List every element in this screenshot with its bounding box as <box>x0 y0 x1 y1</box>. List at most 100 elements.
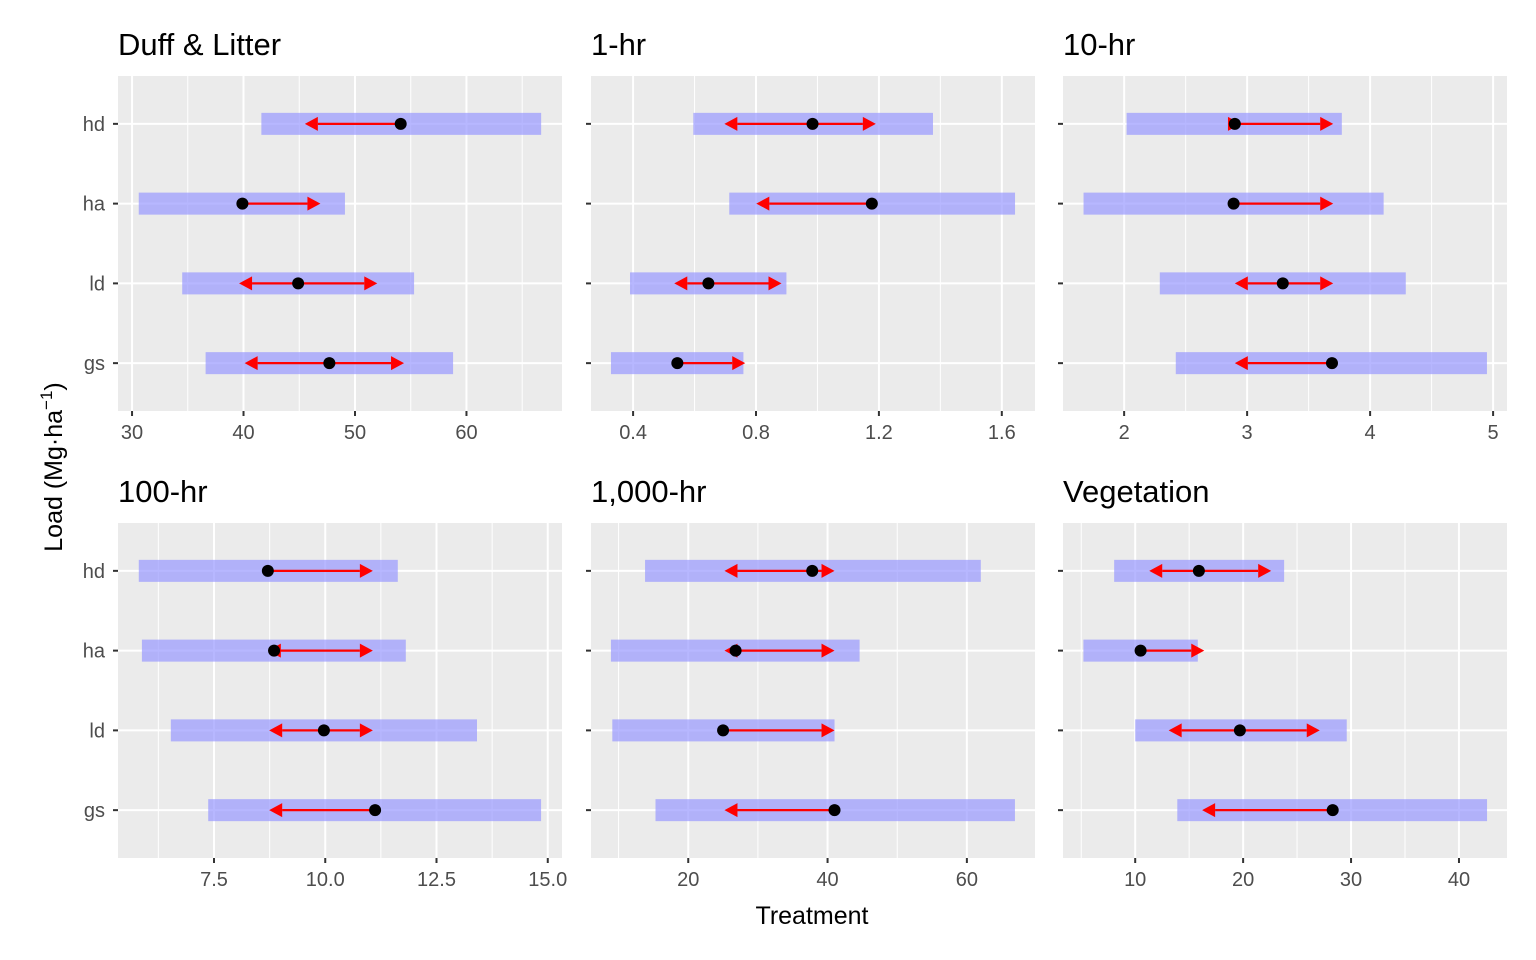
data-point <box>394 117 407 130</box>
arrow-head <box>1168 723 1182 738</box>
arrow-head <box>391 356 405 371</box>
arrow-head <box>269 803 283 818</box>
arrow-head <box>821 563 835 578</box>
data-point <box>268 644 281 657</box>
arrow-head <box>862 116 876 131</box>
x-tick-label: 40 <box>816 869 838 891</box>
panel-title: 1,000-hr <box>591 474 706 509</box>
data-point <box>1228 117 1241 130</box>
arrow-head <box>732 356 746 371</box>
x-tick-label: 0.8 <box>742 422 770 444</box>
x-tick-label: 12.5 <box>417 869 456 891</box>
arrow-head <box>1191 643 1205 658</box>
arrow-head <box>1234 356 1248 371</box>
y-tick-label: gs <box>84 353 105 375</box>
data-point <box>1325 357 1338 370</box>
x-tick-label: 2 <box>1119 422 1130 444</box>
arrow-head <box>1149 563 1163 578</box>
panel-title: Vegetation <box>1063 474 1210 509</box>
arrow-head <box>674 276 688 291</box>
arrow-head <box>244 356 258 371</box>
data-point <box>323 357 336 370</box>
data-point <box>292 277 305 290</box>
data-point <box>729 644 742 657</box>
data-point <box>369 804 382 817</box>
x-tick-label: 50 <box>344 422 366 444</box>
y-tick-label: ha <box>83 641 106 663</box>
panel-title: Duff & Litter <box>118 27 281 62</box>
y-tick-label: ld <box>89 720 105 742</box>
arrow-head <box>821 643 835 658</box>
arrow-head <box>1320 276 1334 291</box>
x-tick-label: 30 <box>1340 869 1362 891</box>
x-tick-label: 20 <box>1232 869 1254 891</box>
x-tick-label: 10 <box>1124 869 1146 891</box>
arrow-head <box>821 723 835 738</box>
data-point <box>1192 564 1205 577</box>
x-tick-label: 0.4 <box>619 422 647 444</box>
x-axis-title: Treatment <box>755 902 868 930</box>
arrow-head <box>1306 723 1320 738</box>
x-tick-label: 60 <box>956 869 978 891</box>
arrow-head <box>304 116 318 131</box>
x-tick-label: 20 <box>677 869 699 891</box>
arrow-head <box>1320 116 1334 131</box>
arrow-head <box>1234 276 1248 291</box>
x-tick-label: 7.5 <box>200 869 228 891</box>
arrow-head <box>359 563 373 578</box>
arrow-head <box>1320 196 1334 211</box>
data-point <box>865 197 878 210</box>
data-point <box>671 357 684 370</box>
data-point <box>702 277 715 290</box>
panel-3: 10-hr 2 3 4 5 <box>1058 27 1507 444</box>
panel-6: Vegetation 10 20 30 40 <box>1058 474 1507 891</box>
arrow-head <box>364 276 378 291</box>
arrow-head <box>359 723 373 738</box>
data-point <box>317 724 330 737</box>
y-axis-title-close: ) <box>40 382 68 390</box>
arrow-head <box>756 196 770 211</box>
panel-title: 100-hr <box>118 474 208 509</box>
x-tick-label: 10.0 <box>306 869 345 891</box>
arrow-head <box>724 803 738 818</box>
x-tick-label: 60 <box>455 422 477 444</box>
panel-1: Duff & Litter 30 40 50 60 hd ha ld gs <box>83 27 562 444</box>
arrow-head <box>724 563 738 578</box>
y-tick-label: gs <box>84 800 105 822</box>
x-tick-label: 40 <box>232 422 254 444</box>
arrow-head <box>307 196 321 211</box>
data-point <box>1276 277 1289 290</box>
y-tick-label: hd <box>83 114 105 136</box>
data-point <box>717 724 730 737</box>
data-point <box>1233 724 1246 737</box>
y-axis-title: Load (Mg·ha−1) <box>37 382 68 551</box>
y-tick-label: ld <box>89 273 105 295</box>
data-point <box>236 197 249 210</box>
x-tick-label: 15.0 <box>528 869 567 891</box>
arrow-head <box>359 643 373 658</box>
arrow-head <box>768 276 782 291</box>
data-point <box>828 804 841 817</box>
panel-title: 10-hr <box>1063 27 1135 62</box>
panel-2: 1-hr 0.4 0.8 1.2 1.6 <box>586 27 1035 444</box>
data-point <box>806 117 819 130</box>
y-axis-title-main: Load (Mg·ha <box>40 410 68 552</box>
panel-title: 1-hr <box>591 27 646 62</box>
data-point <box>806 564 819 577</box>
x-tick-label: 1.6 <box>988 422 1016 444</box>
arrow-head <box>269 723 283 738</box>
arrow-head <box>724 116 738 131</box>
data-point <box>261 564 274 577</box>
x-tick-label: 40 <box>1448 869 1470 891</box>
arrow-head <box>239 276 253 291</box>
x-tick-label: 4 <box>1365 422 1376 444</box>
panel-5: 1,000-hr 20 40 60 <box>586 474 1035 891</box>
arrow-head <box>1202 803 1216 818</box>
panels-group: Duff & Litter 30 40 50 60 hd ha ld gs 1-hr 0.4 0.8 1… <box>83 27 1507 891</box>
arrow-head <box>1258 563 1272 578</box>
y-axis-title-exp: −1 <box>37 391 56 410</box>
data-point <box>1326 804 1339 817</box>
panel-4: 100-hr 7.5 10.0 12.5 15.0 hd ha ld gs <box>83 474 567 891</box>
x-tick-label: 30 <box>121 422 143 444</box>
